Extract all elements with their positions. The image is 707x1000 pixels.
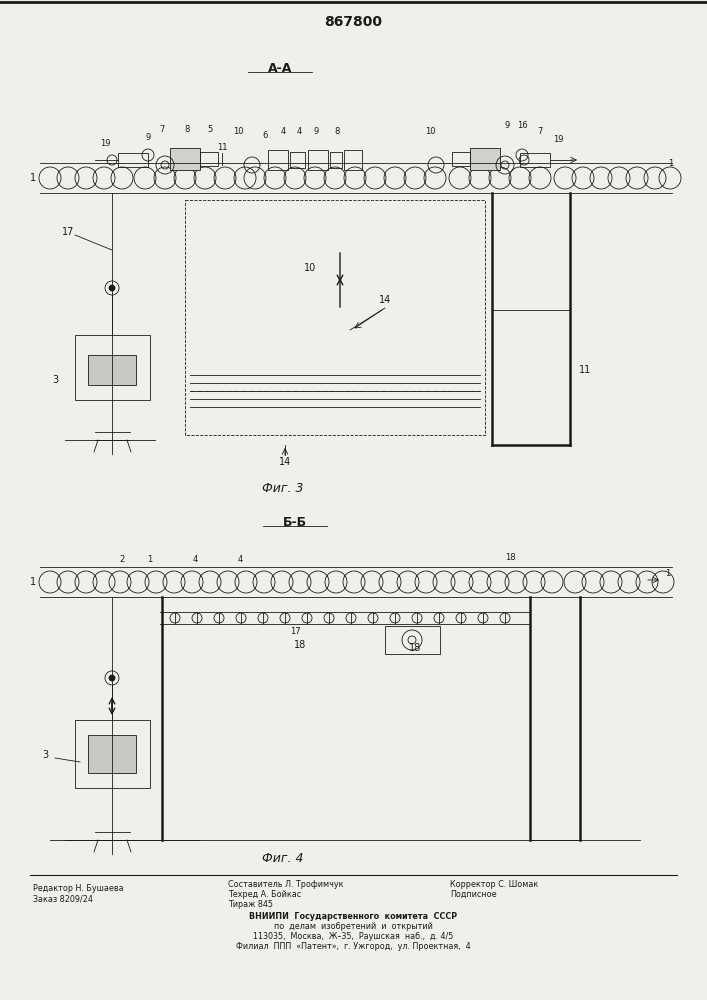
Text: Филиал  ППП  «Патент»,  г. Ужгород,  ул. Проектная,  4: Филиал ППП «Патент», г. Ужгород, ул. Про…	[235, 942, 470, 951]
Text: 16: 16	[517, 121, 527, 130]
Text: 4: 4	[192, 556, 198, 564]
Text: 4: 4	[238, 556, 243, 564]
Text: 18: 18	[294, 640, 306, 650]
Bar	[185, 200, 485, 435]
Text: 17: 17	[290, 628, 300, 637]
Bar	[385, 626, 440, 654]
Text: 18: 18	[409, 643, 421, 653]
Text: 11: 11	[217, 143, 227, 152]
Text: по  делам  изобретений  и  открытий: по делам изобретений и открытий	[274, 922, 433, 931]
Text: ВНИИПИ  Государственного  комитета  СССР: ВНИИПИ Государственного комитета СССР	[249, 912, 457, 921]
Bar	[520, 153, 550, 167]
Text: 867800: 867800	[324, 15, 382, 29]
Text: 11: 11	[579, 365, 591, 375]
Text: 1: 1	[30, 173, 36, 183]
Text: 3: 3	[52, 375, 58, 385]
Text: Б-Б: Б-Б	[283, 516, 307, 528]
Text: 10: 10	[233, 126, 243, 135]
Text: 1: 1	[30, 577, 36, 587]
Text: 1: 1	[147, 556, 153, 564]
Text: Техред А. Бойкас: Техред А. Бойкас	[228, 890, 301, 899]
Text: 10: 10	[425, 126, 436, 135]
Circle shape	[109, 285, 115, 291]
Bar	[170, 148, 200, 170]
Text: 3: 3	[42, 750, 48, 760]
Bar	[75, 720, 150, 788]
Text: 10: 10	[304, 263, 316, 273]
Bar	[470, 148, 500, 170]
Text: 6: 6	[262, 130, 268, 139]
Bar	[88, 735, 136, 773]
Text: 5: 5	[207, 125, 213, 134]
Text: 9: 9	[146, 133, 151, 142]
Text: 4: 4	[296, 126, 302, 135]
Text: 19: 19	[100, 138, 110, 147]
Text: 1: 1	[668, 158, 674, 167]
Bar	[118, 153, 148, 167]
Text: Фиг. 4: Фиг. 4	[262, 852, 304, 864]
Text: Составитель Л. Трофимчук: Составитель Л. Трофимчук	[228, 880, 344, 889]
Text: Фиг. 3: Фиг. 3	[262, 482, 304, 494]
Text: 113035,  Москва,  Ж–35,  Раушская  наб.,  д. 4/5: 113035, Москва, Ж–35, Раушская наб., д. …	[253, 932, 453, 941]
Circle shape	[109, 675, 115, 681]
Text: Корректор С. Шомак: Корректор С. Шомак	[450, 880, 538, 889]
Text: 17: 17	[62, 227, 74, 237]
Text: Тираж 845: Тираж 845	[228, 900, 273, 909]
Text: 9: 9	[504, 121, 510, 130]
Bar	[88, 355, 136, 385]
Text: 7: 7	[537, 126, 543, 135]
Text: 9: 9	[313, 126, 319, 135]
Bar	[268, 150, 288, 170]
Text: 1: 1	[665, 570, 671, 578]
Text: 8: 8	[334, 126, 339, 135]
Text: Редактор Н. Бушаева: Редактор Н. Бушаева	[33, 884, 124, 893]
Text: 8: 8	[185, 125, 189, 134]
Bar	[344, 150, 362, 170]
Text: 2: 2	[119, 556, 124, 564]
Text: 19: 19	[553, 134, 563, 143]
Text: 4: 4	[281, 126, 286, 135]
Text: Подписное: Подписное	[450, 890, 496, 899]
Text: 7: 7	[159, 125, 165, 134]
Text: 14: 14	[279, 457, 291, 467]
Bar	[75, 335, 150, 400]
Bar	[452, 152, 470, 166]
Text: 18: 18	[505, 554, 515, 562]
Text: 14: 14	[379, 295, 391, 305]
Bar	[200, 152, 218, 166]
Bar	[330, 152, 342, 168]
Text: А-А: А-А	[268, 62, 292, 75]
Text: Заказ 8209/24: Заказ 8209/24	[33, 894, 93, 903]
Bar	[290, 152, 305, 168]
Bar	[308, 150, 328, 170]
